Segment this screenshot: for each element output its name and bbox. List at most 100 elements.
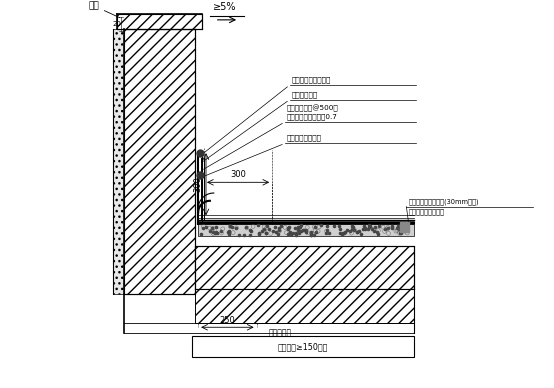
Point: [263, 223, 271, 229]
Point: [399, 228, 408, 234]
Point: [388, 225, 397, 231]
Point: [394, 222, 403, 229]
Point: [297, 228, 306, 234]
Point: [292, 230, 301, 236]
Point: [293, 224, 302, 230]
Point: [307, 230, 316, 236]
Point: [257, 227, 266, 234]
Point: [296, 222, 305, 229]
Point: [335, 226, 344, 232]
Point: [307, 232, 316, 238]
Point: [370, 227, 378, 234]
Point: [358, 226, 367, 232]
Bar: [112, 29, 124, 294]
Point: [306, 232, 315, 238]
Point: [346, 228, 355, 234]
Point: [347, 225, 356, 232]
Bar: [117, 14, 202, 29]
Point: [295, 230, 304, 237]
Point: [240, 232, 249, 238]
Point: [388, 224, 397, 230]
Bar: [198, 224, 414, 236]
Text: ≥5%: ≥5%: [213, 2, 236, 12]
Point: [343, 227, 352, 233]
Point: [299, 227, 307, 233]
Point: [340, 230, 348, 236]
Point: [234, 232, 243, 238]
Point: [225, 223, 234, 229]
Point: [245, 227, 254, 233]
Point: [292, 232, 301, 238]
Point: [350, 227, 358, 234]
Point: [260, 226, 269, 232]
Point: [289, 230, 297, 236]
Point: [373, 229, 382, 235]
Text: 水泥钉或铆钉@500，
所钢金属压条，厚度0.7: 水泥钉或铆钉@500， 所钢金属压条，厚度0.7: [287, 105, 338, 120]
Point: [312, 229, 321, 235]
Point: [325, 230, 334, 237]
Text: 坞厢附密封胶封败收(30mm宽缝): 坞厢附密封胶封败收(30mm宽缝): [408, 198, 479, 205]
Point: [224, 229, 233, 236]
Bar: [195, 289, 414, 323]
Point: [323, 223, 332, 229]
Point: [294, 226, 303, 232]
Point: [360, 223, 368, 229]
Bar: [399, 222, 409, 232]
Point: [242, 223, 250, 230]
Point: [335, 223, 343, 229]
Point: [213, 230, 222, 236]
Point: [323, 227, 332, 233]
Text: 压顶: 压顶: [88, 1, 120, 18]
Point: [294, 225, 302, 231]
Text: 刚柔结合≥150厚层: 刚柔结合≥150厚层: [278, 342, 329, 351]
Point: [202, 224, 211, 230]
Bar: [124, 29, 195, 294]
Point: [321, 230, 330, 236]
Text: 250: 250: [219, 316, 235, 325]
Bar: [195, 246, 414, 289]
Point: [340, 229, 349, 235]
Point: [394, 226, 403, 232]
Point: [198, 225, 207, 231]
Point: [271, 229, 280, 236]
Point: [216, 228, 225, 234]
Point: [296, 224, 305, 230]
Point: [352, 229, 361, 235]
Text: 在钢附密封胶封严: 在钢附密封胶封严: [287, 135, 322, 142]
Point: [395, 230, 404, 236]
Point: [232, 224, 240, 230]
Text: 20: 20: [112, 21, 121, 27]
Point: [284, 231, 293, 237]
Point: [208, 225, 217, 231]
Point: [205, 228, 214, 234]
Point: [255, 231, 264, 237]
Point: [396, 230, 405, 236]
Point: [271, 223, 280, 230]
Point: [300, 227, 309, 233]
Point: [360, 225, 369, 231]
Point: [208, 229, 217, 236]
Text: 附加防水层: 附加防水层: [268, 328, 291, 337]
Point: [397, 227, 406, 233]
Point: [246, 228, 255, 234]
Text: 300: 300: [230, 170, 246, 179]
Point: [375, 223, 384, 229]
Point: [225, 231, 234, 237]
Point: [261, 229, 270, 236]
Point: [245, 231, 254, 237]
Point: [355, 228, 363, 234]
Point: [338, 230, 347, 237]
Point: [277, 223, 286, 229]
Point: [253, 222, 262, 229]
Point: [402, 223, 411, 230]
Point: [302, 229, 311, 235]
Point: [337, 231, 346, 237]
Point: [265, 225, 274, 232]
Point: [212, 224, 220, 230]
Point: [383, 225, 392, 232]
Point: [371, 224, 379, 230]
Point: [275, 227, 284, 234]
Point: [211, 230, 219, 236]
Point: [291, 225, 300, 231]
Point: [285, 224, 294, 230]
